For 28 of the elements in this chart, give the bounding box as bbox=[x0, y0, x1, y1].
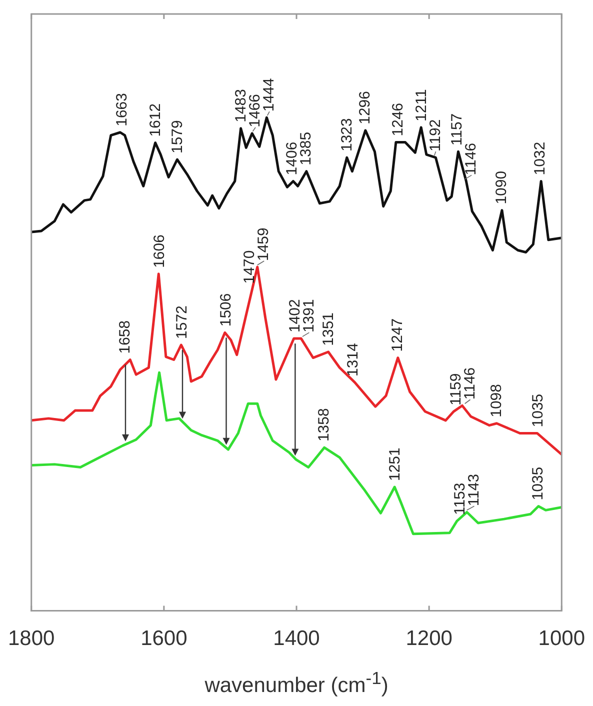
annotation: 1192 bbox=[426, 119, 444, 152]
annotation: 1247 bbox=[389, 318, 406, 352]
x-tick-label: 1400 bbox=[273, 627, 320, 650]
annotation: 1572 bbox=[174, 306, 191, 339]
x-tick-label: 1800 bbox=[8, 627, 55, 650]
annotation: 1035 bbox=[530, 466, 547, 500]
annotation: 1032 bbox=[532, 142, 549, 176]
annotation: 1251 bbox=[386, 448, 404, 481]
x-tick-label: 1600 bbox=[140, 627, 188, 650]
annotation: 1323 bbox=[338, 118, 356, 152]
annotation: 1246 bbox=[390, 102, 407, 136]
annotation: 1090 bbox=[493, 170, 510, 204]
annotation: 1663 bbox=[113, 93, 130, 126]
annotation: 1211 bbox=[412, 89, 430, 122]
annotation: 1035 bbox=[530, 394, 547, 428]
x-tick-label: 1200 bbox=[406, 627, 452, 650]
annotation: 1351 bbox=[320, 312, 338, 346]
annotation: 1612 bbox=[147, 103, 164, 137]
annotation: 1579 bbox=[168, 120, 186, 154]
x-tick-label: 1000 bbox=[538, 627, 585, 650]
annotation: 1506 bbox=[217, 293, 234, 327]
annotation: 1606 bbox=[151, 234, 168, 268]
annotation: 1296 bbox=[356, 91, 374, 124]
x-axis-title: wavenumber (cm$^{-1}$) bbox=[204, 668, 390, 698]
annotation: 1658 bbox=[116, 320, 134, 354]
annotation: 1314 bbox=[344, 343, 362, 376]
annotation: 1098 bbox=[488, 384, 505, 418]
annotation: 1358 bbox=[315, 408, 332, 442]
